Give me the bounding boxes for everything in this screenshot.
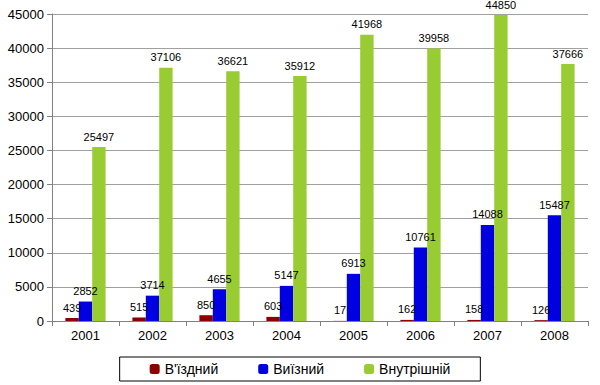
svg-text:36621: 36621	[218, 55, 249, 67]
svg-text:37666: 37666	[553, 48, 584, 60]
svg-text:17: 17	[334, 304, 346, 316]
svg-text:162: 162	[398, 303, 416, 315]
svg-text:39958: 39958	[419, 32, 450, 44]
svg-text:4655: 4655	[207, 273, 231, 285]
svg-text:44850: 44850	[486, 0, 517, 11]
svg-text:5147: 5147	[274, 269, 298, 281]
svg-text:41968: 41968	[352, 18, 383, 30]
svg-text:5000: 5000	[15, 279, 44, 294]
svg-text:35912: 35912	[285, 60, 316, 72]
svg-text:15000: 15000	[8, 211, 44, 226]
svg-text:2001: 2001	[71, 328, 100, 343]
svg-text:37106: 37106	[151, 51, 182, 63]
svg-text:126: 126	[532, 304, 550, 316]
svg-text:25497: 25497	[84, 131, 115, 143]
svg-text:603: 603	[264, 300, 282, 312]
svg-text:2005: 2005	[339, 328, 368, 343]
svg-text:2004: 2004	[272, 328, 301, 343]
svg-text:439: 439	[63, 302, 81, 314]
svg-text:35000: 35000	[8, 75, 44, 90]
svg-text:2007: 2007	[473, 328, 502, 343]
svg-text:3714: 3714	[140, 279, 164, 291]
svg-text:0: 0	[37, 314, 44, 329]
svg-text:45000: 45000	[8, 7, 44, 22]
svg-text:515: 515	[130, 301, 148, 313]
svg-text:Внутрішній: Внутрішній	[379, 361, 450, 377]
svg-text:158: 158	[465, 303, 483, 315]
svg-text:30000: 30000	[8, 109, 44, 124]
svg-text:В'їздний: В'їздний	[165, 361, 219, 377]
svg-text:40000: 40000	[8, 41, 44, 56]
svg-text:2008: 2008	[540, 328, 569, 343]
svg-text:2002: 2002	[138, 328, 167, 343]
svg-text:10761: 10761	[405, 231, 436, 243]
svg-text:2852: 2852	[73, 285, 97, 297]
svg-text:25000: 25000	[8, 143, 44, 158]
svg-text:14088: 14088	[472, 208, 503, 220]
svg-text:850: 850	[197, 299, 215, 311]
svg-text:2003: 2003	[205, 328, 234, 343]
svg-text:15487: 15487	[539, 199, 570, 211]
svg-text:10000: 10000	[8, 245, 44, 260]
svg-text:6913: 6913	[341, 257, 365, 269]
svg-text:Виїзний: Виїзний	[273, 361, 324, 377]
svg-text:2006: 2006	[406, 328, 435, 343]
svg-text:20000: 20000	[8, 177, 44, 192]
